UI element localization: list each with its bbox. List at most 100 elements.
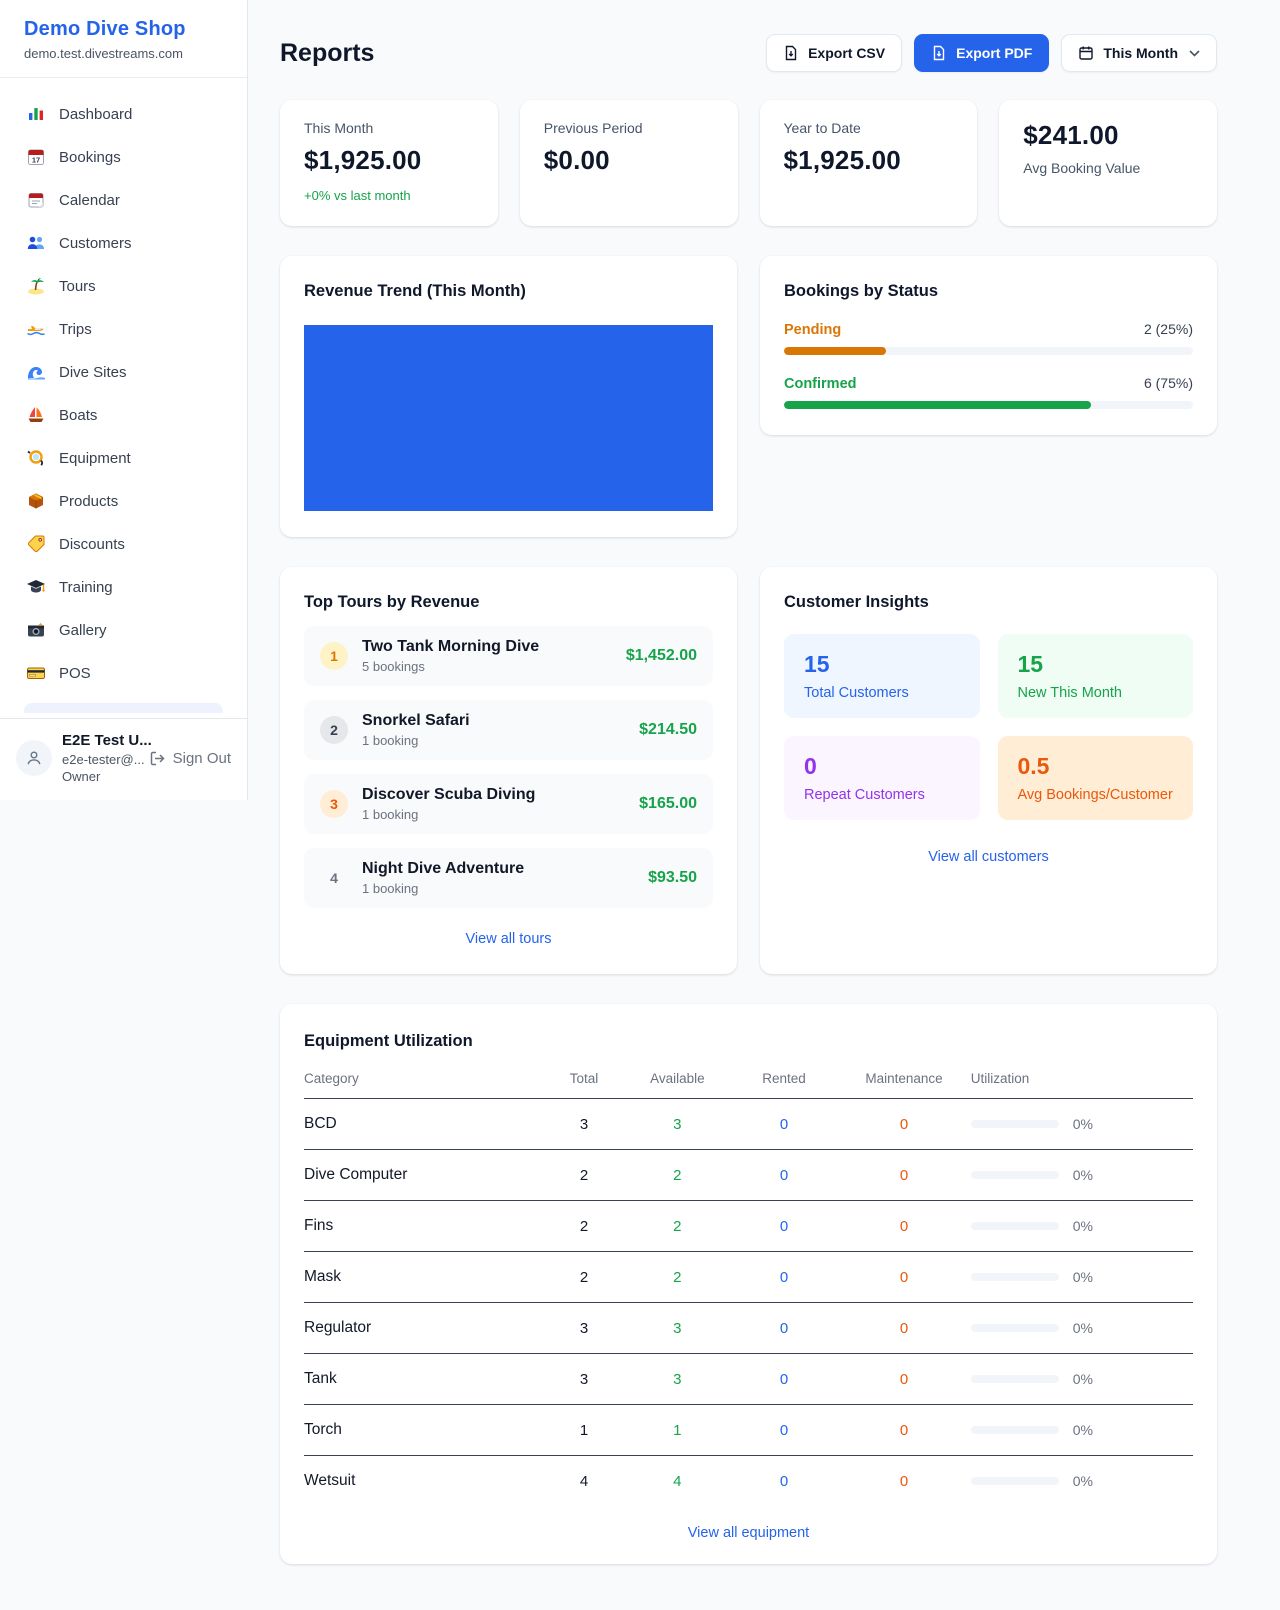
sidebar-item-discounts[interactable]: Discounts	[16, 524, 231, 564]
export-pdf-button[interactable]: Export PDF	[914, 34, 1050, 72]
bookings-by-status-title: Bookings by Status	[784, 282, 939, 300]
equipment-category: BCD	[304, 1098, 545, 1150]
equipment-rented: 0	[730, 1404, 838, 1456]
tour-row[interactable]: 2 Snorkel Safari 1 booking $214.50	[304, 700, 713, 760]
status-count: 2 (25%)	[1143, 321, 1193, 337]
sidebar-item-customers[interactable]: Customers	[16, 223, 231, 263]
sidebar-item-calendar[interactable]: Calendar	[16, 180, 231, 220]
view-all-tours-link[interactable]: View all tours	[465, 931, 552, 947]
dive-mask-icon	[26, 448, 46, 468]
file-download-icon	[783, 45, 799, 61]
file-download-icon	[931, 45, 947, 61]
tile-value: 0.5	[1017, 753, 1050, 779]
equipment-maintenance: 0	[837, 1149, 971, 1201]
sign-out-button[interactable]: Sign Out	[149, 750, 231, 767]
equipment-maintenance: 0	[837, 1098, 971, 1150]
period-dropdown[interactable]: This Month	[1061, 34, 1217, 72]
tour-name: Snorkel Safari	[362, 712, 470, 729]
speedboat-icon	[26, 319, 46, 339]
sidebar-item-tours[interactable]: Tours	[16, 266, 231, 306]
sidebar-nav: Dashboard 17 Bookings Calendar Customers…	[0, 78, 247, 718]
tour-row[interactable]: 4 Night Dive Adventure 1 booking $93.50	[304, 848, 713, 908]
graduation-cap-icon	[26, 577, 46, 597]
header-actions: Export CSV Export PDF This Month	[766, 34, 1217, 72]
stat-label: Year to Date	[783, 120, 861, 136]
utilization-bar	[970, 1375, 1059, 1383]
equipment-total: 2	[544, 1149, 625, 1201]
utilization-percent: 0%	[1072, 1218, 1093, 1234]
calendar-icon	[1078, 45, 1094, 61]
user-name: E2E Test U...	[62, 731, 152, 749]
package-icon	[26, 491, 46, 511]
status-label: Confirmed	[784, 376, 857, 392]
export-csv-label: Export CSV	[808, 45, 886, 61]
equipment-total: 2	[544, 1200, 625, 1252]
utilization-bar	[970, 1171, 1059, 1179]
sidebar-item-dashboard[interactable]: Dashboard	[16, 94, 231, 134]
utilization-percent: 0%	[1072, 1320, 1093, 1336]
stat-card-avg-booking-value: $241.00 Avg Booking Value	[999, 100, 1217, 226]
equipment-rented: 0	[730, 1302, 838, 1354]
status-label: Pending	[784, 322, 842, 338]
equipment-category: Regulator	[304, 1302, 545, 1354]
utilization-bar	[970, 1426, 1059, 1434]
sidebar-item-gallery[interactable]: Gallery	[16, 610, 231, 650]
sidebar-item-label: Gallery	[59, 621, 107, 639]
tile-value: 15	[804, 651, 830, 677]
equipment-total: 1	[544, 1404, 625, 1456]
tour-amount: $1,452.00	[625, 647, 697, 664]
sidebar-item-label: Training	[59, 578, 113, 596]
tour-name: Two Tank Morning Dive	[362, 638, 540, 655]
tour-row[interactable]: 1 Two Tank Morning Dive 5 bookings $1,45…	[304, 626, 713, 686]
stat-delta: +0% vs last month	[304, 188, 411, 203]
bar-chart-icon	[26, 104, 46, 124]
sidebar-item-label: Products	[59, 492, 119, 510]
tile-repeat-customers: 0 Repeat Customers	[784, 736, 980, 820]
sidebar-item-label: Discounts	[59, 535, 125, 553]
column-header: Total	[544, 1071, 625, 1099]
view-all-customers-link[interactable]: View all customers	[928, 849, 1049, 865]
palm-island-icon	[26, 276, 46, 296]
column-header: Rented	[730, 1071, 838, 1099]
equipment-table-header: Category Total Available Rented Maintena…	[304, 1071, 1193, 1099]
revenue-trend-card: Revenue Trend (This Month)	[280, 256, 737, 537]
stat-card-this-month: This Month $1,925.00 +0% vs last month	[280, 100, 498, 226]
sidebar-item-label: Boats	[59, 406, 98, 424]
equipment-rented: 0	[730, 1251, 838, 1303]
utilization-bar	[970, 1477, 1059, 1485]
equipment-maintenance: 0	[899, 1472, 909, 1490]
charts-row: Revenue Trend (This Month) Bookings by S…	[280, 256, 1217, 537]
table-row: Tank 3 3 0 0 0%	[304, 1353, 1193, 1405]
sidebar-item-training[interactable]: Training	[16, 567, 231, 607]
sidebar-item-reports-partial[interactable]	[24, 703, 223, 713]
equipment-maintenance: 0	[837, 1251, 971, 1303]
tour-row[interactable]: 3 Discover Scuba Diving 1 booking $165.0…	[304, 774, 713, 834]
tile-label: Repeat Customers	[804, 787, 925, 803]
equipment-available: 3	[624, 1098, 731, 1150]
export-csv-button[interactable]: Export CSV	[766, 34, 903, 72]
equipment-total: 4	[579, 1472, 589, 1490]
sidebar-item-trips[interactable]: Trips	[16, 309, 231, 349]
sidebar-item-dive-sites[interactable]: Dive Sites	[16, 352, 231, 392]
sidebar-item-pos[interactable]: POS	[16, 653, 231, 693]
sidebar-item-boats[interactable]: Boats	[16, 395, 231, 435]
equipment-rented: 0	[730, 1098, 838, 1150]
avatar	[16, 740, 52, 777]
equipment-category: Mask	[304, 1251, 545, 1303]
view-all-equipment-link[interactable]: View all equipment	[687, 1525, 810, 1541]
stat-card-previous-period: Previous Period $0.00	[519, 100, 738, 226]
stat-card-year-to-date: Year to Date $1,925.00	[759, 100, 978, 226]
sidebar-item-equipment[interactable]: Equipment	[16, 438, 231, 478]
status-row-confirmed: Confirmed 6 (75%)	[784, 375, 1193, 409]
sidebar-item-bookings[interactable]: 17 Bookings	[16, 137, 231, 177]
equipment-total: 2	[544, 1251, 625, 1303]
utilization-bar	[970, 1273, 1059, 1281]
column-header: Category	[304, 1071, 545, 1099]
utilization-bar	[970, 1222, 1059, 1230]
equipment-utilization-card: Equipment Utilization Category Total Ava…	[280, 1004, 1217, 1564]
sailboat-icon	[26, 405, 46, 425]
status-row-pending: Pending 2 (25%)	[784, 321, 1193, 355]
equipment-rented: 0	[730, 1149, 838, 1201]
tile-value: 0	[804, 753, 817, 779]
sidebar-item-products[interactable]: Products	[16, 481, 231, 521]
